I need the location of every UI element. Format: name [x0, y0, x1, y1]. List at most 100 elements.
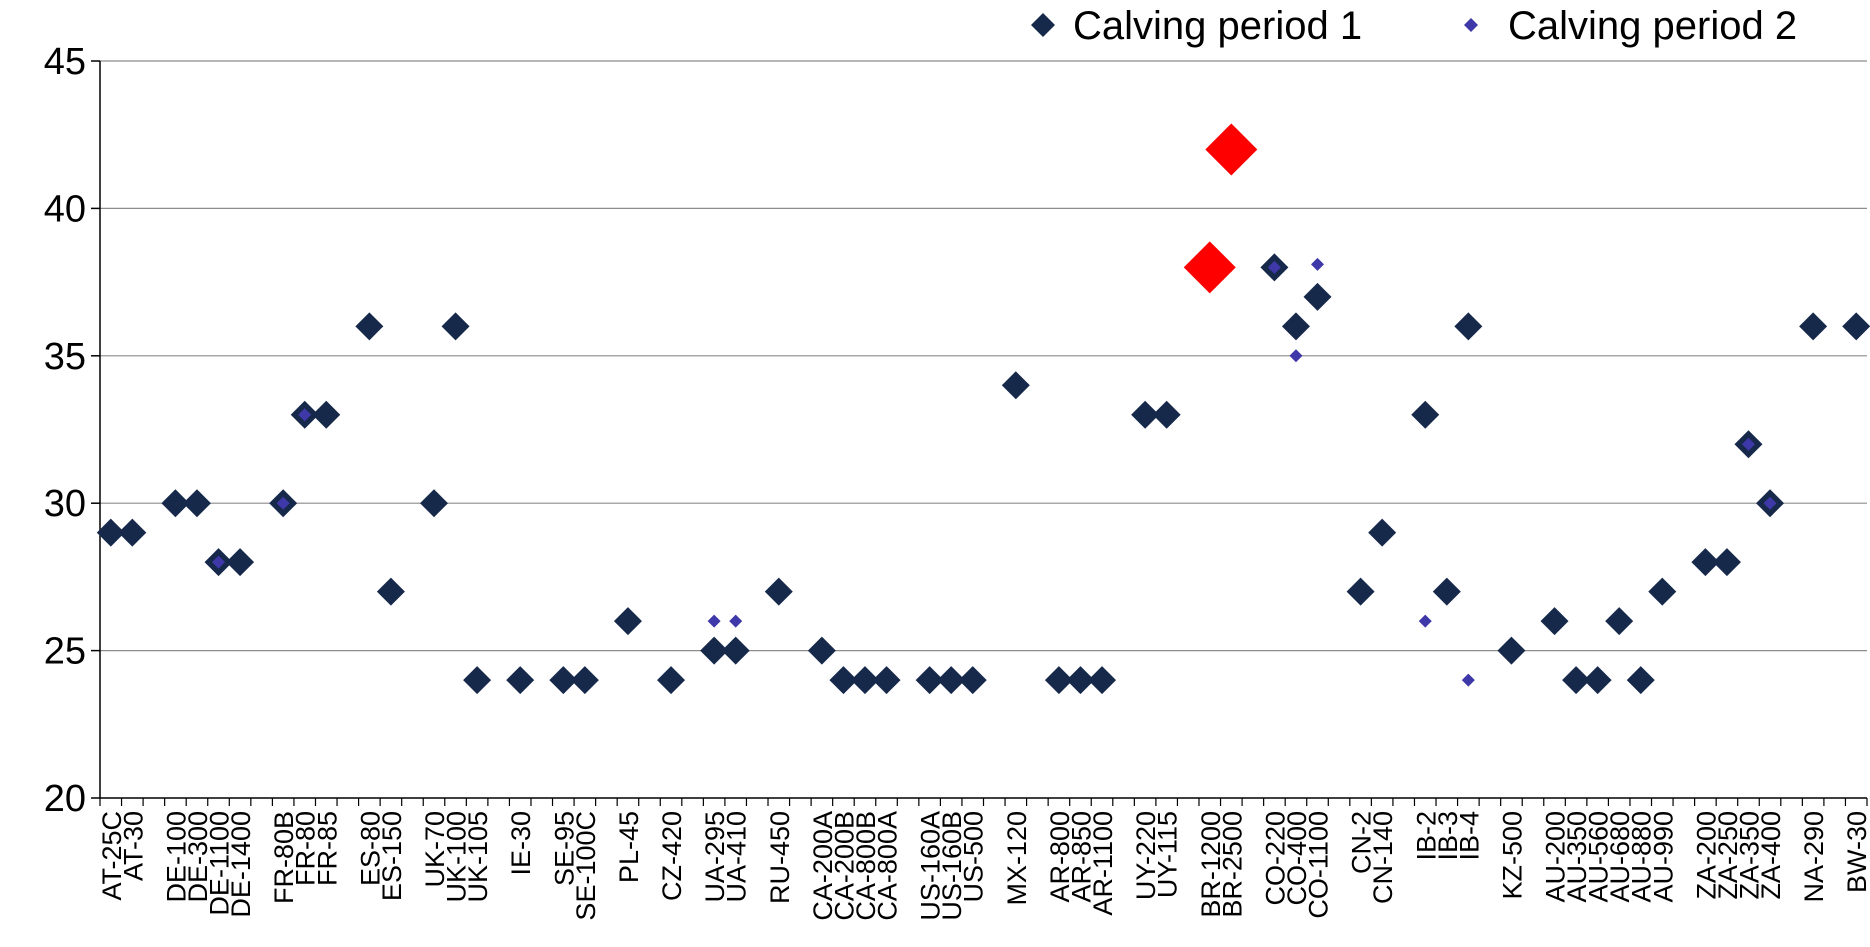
point-calving-period-1: [226, 548, 255, 577]
x-tick-label: UA-410: [722, 811, 752, 903]
x-tick-label: CA-200B: [829, 811, 859, 921]
point-calving-period-1: [1281, 312, 1310, 341]
point-calving-period-2: [276, 496, 290, 510]
point-calving-period-1: [1432, 577, 1461, 606]
x-tick-label: IE-30: [506, 811, 536, 876]
x-tick-label: BR-2500: [1217, 811, 1247, 918]
legend-label-series-2: Calving period 2: [1508, 4, 1797, 48]
point-calving-period-1: [1562, 666, 1591, 695]
point-calving-period-1: [182, 489, 211, 518]
legend: Calving period 1 Calving period 2: [1031, 4, 1797, 48]
x-tick-label: AU-880: [1627, 811, 1657, 903]
highlight-point: [1205, 123, 1258, 176]
point-calving-period-2: [1289, 349, 1303, 363]
x-tick-label: ES-80: [355, 811, 385, 886]
x-tick-label: BW-30: [1842, 811, 1870, 893]
x-tick-label: CN-140: [1368, 811, 1398, 904]
point-calving-period-1: [1454, 312, 1483, 341]
point-calving-period-2: [729, 614, 743, 628]
x-tick-label: AR-850: [1066, 811, 1096, 903]
point-calving-period-2: [1267, 260, 1281, 274]
x-tick-label: ES-150: [377, 811, 407, 901]
point-calving-period-1: [312, 400, 341, 429]
x-tick-label: CA-200A: [808, 811, 838, 921]
x-tick-label: UK-100: [442, 811, 472, 903]
x-tick-label: DE-1100: [205, 811, 235, 916]
y-axis-ticks: 20 25 30 35 40 45: [44, 41, 100, 820]
x-tick-label: CA-800B: [851, 811, 881, 921]
point-calving-period-2: [298, 408, 312, 422]
x-tick-label: KZ-500: [1497, 811, 1527, 900]
data-points: [96, 123, 1870, 695]
legend-marker-series-2: [1464, 18, 1478, 32]
point-calving-period-1: [1001, 371, 1030, 400]
y-tick-label: 35: [44, 336, 86, 378]
x-tick-label: ZA-350: [1734, 811, 1764, 900]
legend-label-series-1: Calving period 1: [1073, 4, 1362, 48]
x-tick-label: DE-100: [161, 811, 191, 903]
x-tick-label: BR-1200: [1196, 811, 1226, 918]
point-calving-period-2: [1741, 437, 1755, 451]
x-tick-label: CN-2: [1347, 811, 1377, 874]
point-calving-period-2: [707, 614, 721, 628]
x-tick-label: AU-680: [1605, 811, 1635, 903]
point-calving-period-1: [463, 666, 492, 695]
point-calving-period-1: [915, 666, 944, 695]
x-tick-label: UY-115: [1153, 811, 1183, 898]
x-tick-label: CZ-420: [657, 811, 687, 901]
point-calving-period-1: [1044, 666, 1073, 695]
x-tick-label: MX-120: [1002, 811, 1032, 906]
x-tick-label: US-500: [959, 811, 989, 903]
x-tick-label: FR-80B: [269, 811, 299, 904]
x-tick-label: UA-295: [700, 811, 730, 903]
point-calving-period-1: [764, 577, 793, 606]
point-calving-period-1: [506, 666, 535, 695]
point-calving-period-1: [937, 666, 966, 695]
x-tick-label: IB-2: [1411, 811, 1441, 861]
point-calving-period-2: [1461, 673, 1475, 687]
x-tick-label: RU-450: [765, 811, 795, 904]
highlight-point: [1183, 241, 1236, 294]
x-tick-label: AT-30: [118, 811, 148, 881]
point-calving-period-2: [1418, 614, 1432, 628]
point-calving-period-1: [1497, 636, 1526, 665]
x-tick-label: ZA-400: [1756, 811, 1786, 900]
x-tick-label: ZA-200: [1691, 811, 1721, 900]
point-calving-period-1: [1131, 400, 1160, 429]
point-calving-period-2: [1763, 496, 1777, 510]
y-tick-label: 40: [44, 188, 86, 230]
x-tick-label: FR-85: [312, 811, 342, 886]
x-tick-label: AT-25C: [97, 811, 127, 901]
point-calving-period-1: [850, 666, 879, 695]
point-calving-period-1: [1088, 666, 1117, 695]
x-tick-label: DE-300: [183, 811, 213, 903]
point-calving-period-1: [657, 666, 686, 695]
point-calving-period-1: [1626, 666, 1655, 695]
y-tick-label: 45: [44, 41, 86, 83]
point-calving-period-1: [1583, 666, 1612, 695]
point-calving-period-1: [1066, 666, 1095, 695]
x-tick-label: CO-220: [1260, 811, 1290, 906]
x-tick-label: UK-105: [463, 811, 493, 903]
point-calving-period-1: [1712, 548, 1741, 577]
point-calving-period-1: [700, 636, 729, 665]
x-tick-label: CO-1100: [1304, 811, 1334, 919]
point-calving-period-1: [613, 607, 642, 636]
x-tick-label: CO-400: [1282, 811, 1312, 906]
point-calving-period-1: [570, 666, 599, 695]
point-calving-period-1: [1540, 607, 1569, 636]
x-tick-label: DE-1400: [226, 811, 256, 918]
point-calving-period-1: [1842, 312, 1870, 341]
x-tick-label: PL-45: [614, 811, 644, 883]
x-tick-label: FR-80: [291, 811, 321, 886]
y-tick-label: 25: [44, 631, 86, 673]
point-calving-period-1: [118, 518, 147, 547]
point-calving-period-1: [420, 489, 449, 518]
x-tick-label: AU-200: [1541, 811, 1571, 903]
x-tick-label: SE-95: [549, 811, 579, 886]
x-tick-label: UK-70: [420, 811, 450, 888]
point-calving-period-1: [1346, 577, 1375, 606]
x-tick-label: AU-560: [1584, 811, 1614, 903]
x-tick-label: US-160A: [916, 811, 946, 921]
